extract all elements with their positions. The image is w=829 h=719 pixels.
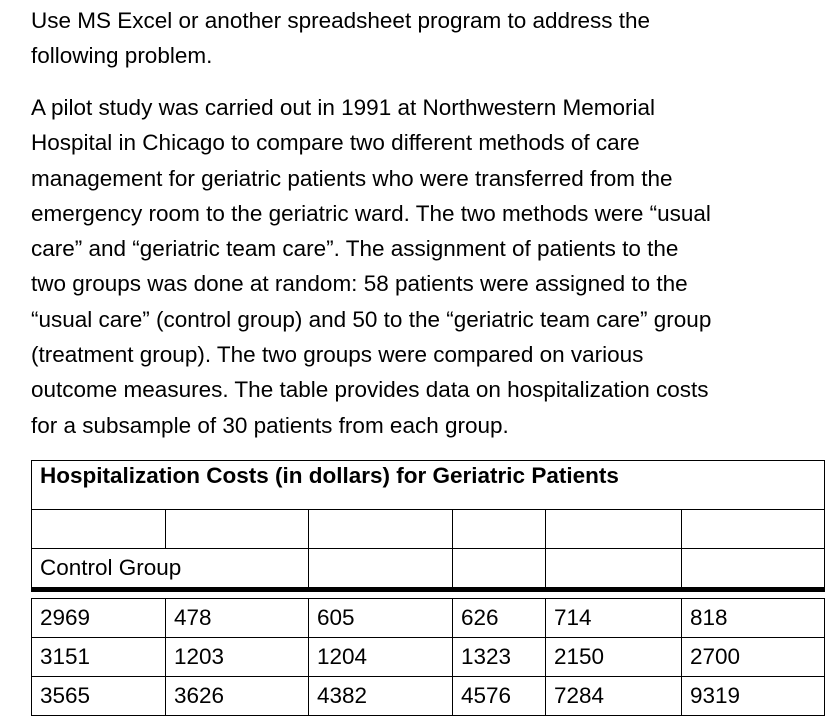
table-row: 3565 3626 4382 4576 7284 9319	[31, 676, 826, 716]
separator	[31, 587, 825, 599]
table-cell	[680, 509, 826, 549]
table-cell	[308, 548, 453, 590]
text-line: outcome measures. The table provides dat…	[31, 377, 709, 403]
table-cell: 7284	[545, 676, 682, 716]
table-cell: 2150	[545, 637, 682, 677]
table-cell	[545, 509, 682, 549]
table-cell: 818	[680, 598, 826, 638]
text-line: (treatment group). The two groups were c…	[31, 342, 644, 368]
table-cell: 2969	[31, 598, 166, 638]
intro-paragraph: Use MS Excel or another spreadsheet prog…	[31, 3, 829, 74]
table-cell	[308, 509, 453, 549]
text-line: management for geriatric patients who we…	[31, 165, 673, 191]
table-cell: 3565	[31, 676, 166, 716]
table-cell	[165, 509, 309, 549]
table-cell: 4576	[452, 676, 546, 716]
text-line: for a subsample of 30 patients from each…	[31, 412, 509, 438]
table-cell: 478	[165, 598, 309, 638]
text-line: Hospital in Chicago to compare two diffe…	[31, 130, 640, 156]
costs-table: Hospitalization Costs (in dollars) for G…	[30, 460, 826, 716]
text-line: emergency room to the geriatric ward. Th…	[31, 200, 711, 226]
group-label-row: Control Group	[31, 548, 826, 590]
table-cell: 1323	[452, 637, 546, 677]
table-title-row: Hospitalization Costs (in dollars) for G…	[30, 460, 826, 510]
table-cell	[31, 509, 166, 549]
table-row: 2969 478 605 626 714 818	[31, 598, 826, 638]
table-cell	[452, 509, 546, 549]
text-line: two groups was done at random: 58 patien…	[31, 271, 688, 297]
table-cell	[680, 548, 826, 590]
table-cell: 9319	[680, 676, 826, 716]
text-line: following problem.	[31, 43, 213, 69]
group-label: Control Group	[31, 548, 309, 590]
problem-paragraph: A pilot study was carried out in 1991 at…	[31, 90, 829, 443]
table-cell: 626	[452, 598, 546, 638]
text-line: care” and “geriatric team care”. The ass…	[31, 236, 679, 262]
double-rule	[31, 587, 825, 599]
table-cell: 3151	[31, 637, 166, 677]
table-row: 3151 1203 1204 1323 2150 2700	[31, 637, 826, 677]
table-cell: 2700	[680, 637, 826, 677]
table-title: Hospitalization Costs (in dollars) for G…	[30, 460, 826, 510]
table-cell: 1204	[308, 637, 453, 677]
table-cell: 4382	[308, 676, 453, 716]
text-line: A pilot study was carried out in 1991 at…	[31, 95, 656, 120]
table-cell	[545, 548, 682, 590]
text-line: “usual care” (control group) and 50 to t…	[31, 306, 712, 332]
table-cell: 714	[545, 598, 682, 638]
table-cell: 1203	[165, 637, 309, 677]
table-blank-row	[31, 509, 826, 549]
table-cell: 605	[308, 598, 453, 638]
text-line: Use MS Excel or another spreadsheet prog…	[31, 8, 651, 33]
table-cell: 3626	[165, 676, 309, 716]
table-cell	[452, 548, 546, 590]
